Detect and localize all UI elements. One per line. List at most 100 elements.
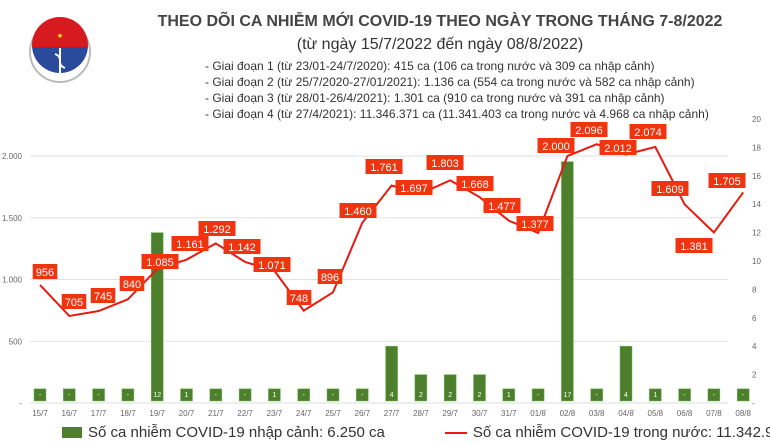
bar bbox=[707, 388, 721, 402]
bar bbox=[561, 161, 574, 402]
x-tick-label: 03/8 bbox=[589, 409, 605, 418]
x-tick-label: 26/7 bbox=[355, 409, 371, 418]
line-label: 705 bbox=[65, 297, 83, 309]
bar bbox=[736, 388, 750, 402]
line-label: 2.074 bbox=[634, 127, 662, 139]
svg-text:★: ★ bbox=[57, 32, 63, 40]
bar-label: - bbox=[742, 392, 745, 399]
bar-label: - bbox=[537, 392, 540, 399]
logo: ★ bbox=[29, 17, 91, 83]
bar-label: 2 bbox=[419, 392, 423, 399]
line-label: 1.381 bbox=[680, 241, 708, 253]
bar bbox=[356, 388, 369, 402]
left-tick-label: 1.000 bbox=[2, 276, 23, 285]
bar-label: 12 bbox=[153, 392, 161, 399]
chart-subtitle: (từ ngày 15/7/2022 đến ngày 08/8/2022) bbox=[296, 36, 584, 53]
bar bbox=[121, 388, 135, 402]
right-tick-label: 18 bbox=[752, 143, 761, 152]
x-tick-label: 08/8 bbox=[735, 409, 751, 418]
bar-label: 1 bbox=[653, 392, 657, 399]
x-tick-label: 29/7 bbox=[442, 409, 458, 418]
line-label: 1.609 bbox=[656, 184, 684, 196]
x-tick-label: 05/8 bbox=[648, 409, 664, 418]
line-label: 2.012 bbox=[604, 143, 632, 155]
bar bbox=[590, 388, 603, 402]
x-tick-label: 19/7 bbox=[149, 409, 165, 418]
line-label-box bbox=[599, 140, 637, 155]
bar bbox=[678, 388, 691, 402]
x-tick-label: 27/7 bbox=[384, 409, 400, 418]
left-tick-label: 1.500 bbox=[2, 214, 23, 223]
legend-bar-swatch bbox=[62, 427, 82, 438]
line-label: 1.460 bbox=[344, 206, 372, 218]
bar bbox=[297, 388, 310, 402]
line-label-box bbox=[708, 173, 746, 188]
bar bbox=[443, 374, 457, 402]
x-tick-label: 24/7 bbox=[296, 409, 312, 418]
bar-label: 1 bbox=[507, 392, 511, 399]
left-tick-label: - bbox=[19, 399, 22, 408]
line-label: 1.705 bbox=[713, 176, 741, 188]
line-label-box bbox=[171, 236, 209, 251]
line-label: 1.761 bbox=[370, 162, 398, 174]
note-phase-4: - Giai đoạn 4 (từ 27/4/2021): 11.346.371… bbox=[205, 107, 709, 121]
line-label: 1.161 bbox=[176, 239, 204, 251]
bar-label: 4 bbox=[390, 392, 394, 399]
bar-label: - bbox=[39, 392, 42, 399]
bar-label: - bbox=[215, 392, 218, 399]
line-label: 1.697 bbox=[400, 183, 428, 195]
x-tick-label: 21/7 bbox=[208, 409, 224, 418]
bar bbox=[473, 374, 486, 402]
bar-label: - bbox=[332, 392, 335, 399]
line-label-box bbox=[629, 124, 667, 139]
chart-title: THEO DÕI CA NHIỄM MỚI COVID-19 THEO NGÀY… bbox=[157, 13, 723, 30]
right-tick-label: 10 bbox=[752, 257, 761, 266]
bar-label: - bbox=[97, 392, 100, 399]
x-tick-label: 01/8 bbox=[530, 409, 546, 418]
line-label-box bbox=[286, 290, 312, 305]
x-tick-label: 31/7 bbox=[501, 409, 517, 418]
line-label-box bbox=[317, 269, 343, 284]
line-label-box bbox=[456, 176, 494, 191]
line-label-box bbox=[516, 216, 554, 231]
right-tick-label: 14 bbox=[752, 200, 761, 209]
note-phase-3: - Giai đoạn 3 (từ 28/01-26/4/2021): 1.30… bbox=[205, 91, 665, 105]
line-label: 1.668 bbox=[461, 179, 489, 191]
bar bbox=[326, 388, 340, 402]
right-tick-label: 2 bbox=[752, 371, 757, 380]
line-label: 745 bbox=[94, 291, 112, 303]
line-label: 1.085 bbox=[146, 257, 174, 269]
x-tick-label: 02/8 bbox=[560, 409, 576, 418]
legend: Số ca nhiễm COVID-19 nhập cảnh: 6.250 ca… bbox=[62, 424, 770, 441]
line-label: 956 bbox=[36, 267, 54, 279]
line-label-box bbox=[32, 264, 58, 279]
left-tick-label: 2.000 bbox=[2, 152, 23, 161]
bar-label: - bbox=[596, 392, 599, 399]
line-label: 1.142 bbox=[228, 242, 256, 254]
x-tick-label: 25/7 bbox=[325, 409, 341, 418]
x-tick-label: 04/8 bbox=[618, 409, 634, 418]
line-label: 1.071 bbox=[258, 260, 286, 272]
line-label-box bbox=[483, 198, 521, 213]
bar-label: - bbox=[244, 392, 247, 399]
x-tick-label: 07/8 bbox=[706, 409, 722, 418]
notes: - Giai đoạn 1 (từ 23/01-24/7/2020): 415 … bbox=[205, 58, 709, 122]
right-tick-label: 20 bbox=[752, 115, 761, 124]
x-tick-label: 06/8 bbox=[677, 409, 693, 418]
bar bbox=[385, 345, 398, 402]
line-label-box bbox=[570, 122, 608, 137]
bar bbox=[180, 388, 193, 402]
line-label: 2.096 bbox=[575, 125, 603, 137]
bar-label: 17 bbox=[564, 392, 572, 399]
right-tick-label: 12 bbox=[752, 229, 761, 238]
note-phase-1: - Giai đoạn 1 (từ 23/01-24/7/2020): 415 … bbox=[205, 59, 655, 73]
right-tick-label: 8 bbox=[752, 285, 757, 294]
left-tick-label: 500 bbox=[9, 337, 23, 346]
bar bbox=[268, 388, 281, 402]
bar-label: 1 bbox=[185, 392, 189, 399]
line-label-box bbox=[90, 288, 116, 303]
bar bbox=[414, 374, 428, 402]
x-tick-label: 20/7 bbox=[179, 409, 195, 418]
x-tick-label: 17/7 bbox=[91, 409, 107, 418]
